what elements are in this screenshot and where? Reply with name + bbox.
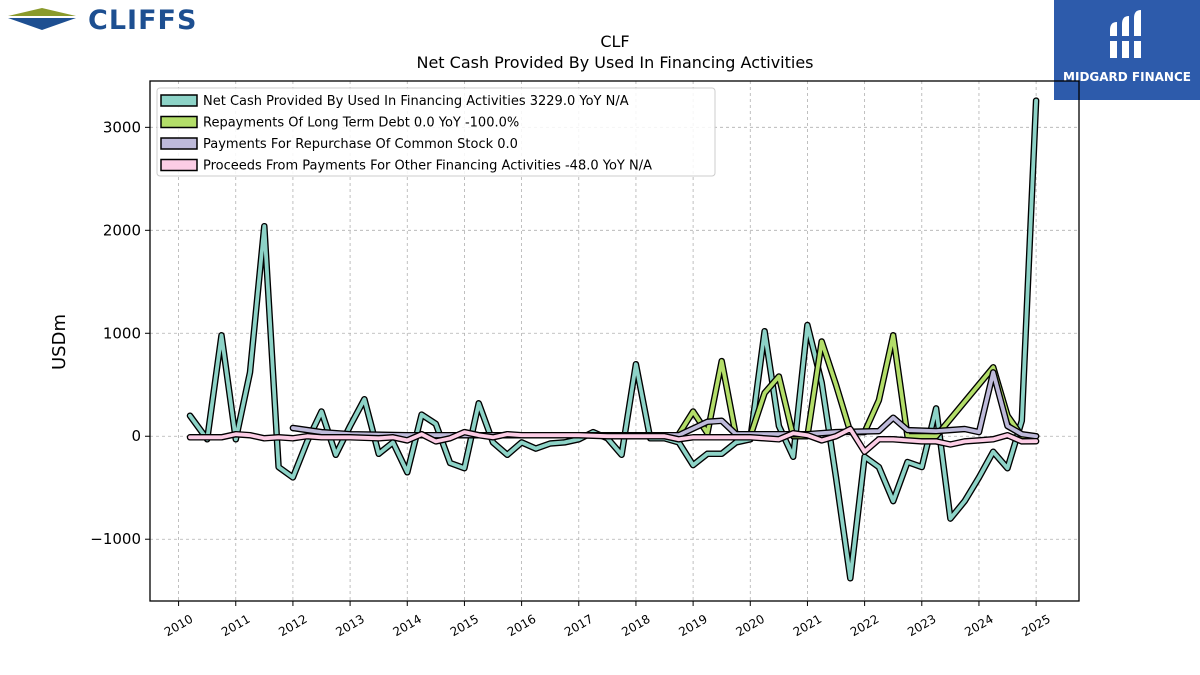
x-tick-label: 2022	[848, 612, 881, 639]
y-tick-label: 3000	[103, 118, 141, 136]
x-tick-label: 2016	[505, 612, 538, 639]
series-line-1	[186, 97, 1040, 582]
chart-subtitle: Net Cash Provided By Used In Financing A…	[416, 53, 813, 72]
x-tick-label: 2012	[276, 612, 309, 639]
legend-swatch	[160, 115, 198, 129]
series-stroke	[188, 427, 1038, 454]
legend-swatch	[160, 158, 198, 172]
series-line-4	[186, 425, 1040, 455]
series-stroke	[291, 370, 1038, 439]
y-tick-label: 0	[131, 427, 141, 445]
cliffs-logo: CLIFFS	[8, 5, 197, 36]
midgard-finance-logo: MIDGARD FINANCE	[1054, 0, 1200, 100]
series-lines	[186, 97, 1040, 582]
x-tick-label: 2023	[905, 612, 938, 639]
x-tick-label: 2019	[676, 612, 709, 639]
cliffs-logo-mark-bottom	[8, 18, 76, 30]
cliffs-logo-text: CLIFFS	[88, 5, 197, 36]
series-line-2	[675, 332, 1040, 440]
series-line-3	[289, 369, 1040, 440]
axes: 2010 2011 2012 2013 2014 2015 2016 2017 2018 2019…	[90, 118, 1053, 639]
x-tick-label: 2025	[1019, 612, 1052, 639]
series-stroke	[188, 98, 1038, 581]
midgard-logo-text: MIDGARD FINANCE	[1063, 70, 1191, 84]
x-tick-label: 2010	[162, 612, 195, 639]
x-tick-label: 2024	[962, 612, 995, 639]
legend-box	[156, 87, 716, 177]
legend-entry: Net Cash Provided By Used In Financing A…	[203, 94, 629, 109]
legend: Net Cash Provided By Used In Financing A…	[156, 87, 716, 177]
legend-swatch	[160, 94, 198, 107]
midgard-logo-mark-icon	[1110, 10, 1141, 58]
x-tick-label: 2014	[391, 612, 424, 639]
x-tick-label: 2018	[619, 612, 652, 639]
series-outline	[289, 369, 1040, 440]
x-tick-label: 2021	[791, 612, 824, 639]
y-tick-label: −1000	[90, 530, 141, 548]
legend-swatch	[160, 137, 198, 150]
x-tick-label: 2020	[734, 612, 767, 639]
y-axis-label: USDm	[49, 314, 70, 370]
x-tick-label: 2011	[219, 612, 252, 639]
x-tick-label: 2013	[333, 612, 366, 639]
series-stroke	[676, 333, 1038, 439]
y-tick-label: 1000	[103, 324, 141, 342]
x-tick-label: 2017	[562, 612, 595, 639]
legend-entry: Payments For Repurchase Of Common Stock …	[203, 137, 518, 152]
legend-entry: Proceeds From Payments For Other Financi…	[203, 159, 652, 174]
chart-title: CLF	[600, 32, 629, 51]
x-tick-label: 2015	[448, 612, 481, 639]
cliffs-logo-mark-top	[8, 8, 76, 16]
y-tick-label: 2000	[103, 221, 141, 239]
plot-frame	[149, 80, 1080, 602]
legend-entry: Repayments Of Long Term Debt 0.0 YoY -10…	[203, 116, 519, 131]
